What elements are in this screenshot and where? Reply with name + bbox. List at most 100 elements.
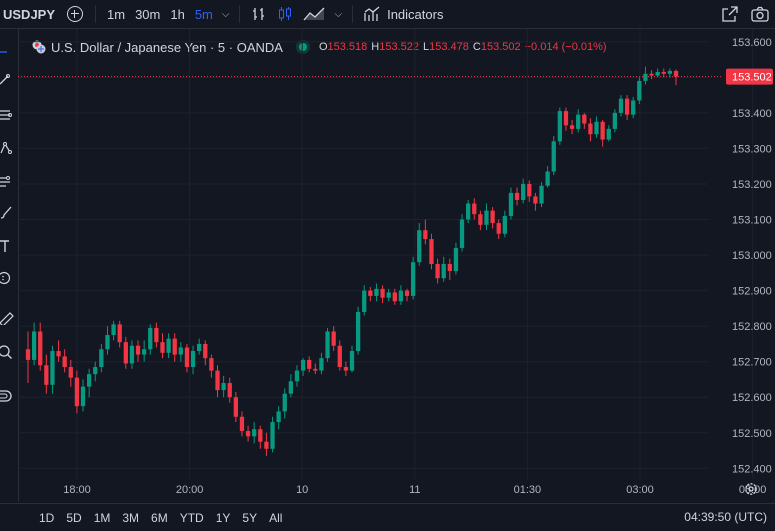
toolbar-right-group [715, 0, 775, 28]
candle-body [374, 288, 379, 296]
zoom-tool-icon[interactable] [0, 345, 14, 359]
candle-body [166, 338, 171, 353]
candle-body [221, 383, 226, 391]
bar-style-button[interactable] [246, 6, 272, 22]
area-style-button[interactable] [298, 6, 330, 22]
candle-body [203, 343, 208, 359]
candle-body [637, 80, 642, 101]
range-5d-button[interactable]: 5D [66, 510, 82, 525]
range-ytd-button[interactable]: YTD [179, 510, 204, 525]
chart-settings-gear-icon[interactable] [744, 482, 758, 496]
legend-low: L153.478 [423, 41, 469, 53]
candle-body [172, 338, 177, 355]
emoji-tool-icon[interactable] [0, 271, 14, 285]
utc-clock[interactable]: 04:39:50 (UTC) [684, 510, 767, 524]
snapshot-button[interactable] [745, 6, 775, 22]
time-tick-label: 01:30 [514, 484, 542, 496]
candle-body [667, 70, 673, 74]
candle-body [325, 331, 330, 359]
magnet-tool-icon[interactable] [0, 389, 14, 403]
candle-body [148, 327, 153, 350]
price-chart[interactable]: 153.600153.500153.400153.300153.200153.1… [18, 29, 775, 502]
range-3m-button[interactable]: 3M [122, 510, 140, 525]
indicators-button[interactable]: Indicators [359, 6, 448, 22]
text-tool-icon[interactable] [0, 239, 14, 253]
range-1y-button[interactable]: 1Y [215, 510, 231, 525]
candle-body [423, 230, 428, 240]
price-tick-label: 152.500 [732, 428, 772, 440]
toolbar-divider [239, 5, 241, 23]
interval-1h-button[interactable]: 1h [170, 6, 185, 22]
candle-body [105, 335, 110, 350]
candle-body [135, 345, 141, 355]
chart-type-dropdown-chevron-down-icon[interactable]: ⌵ [334, 8, 343, 20]
range-all-button[interactable]: All [269, 510, 283, 525]
fib-retracement-tool-icon[interactable] [0, 109, 14, 123]
candlestick-icon [279, 7, 292, 21]
price-tick-label: 152.400 [732, 463, 772, 475]
candle-body [233, 397, 238, 417]
pattern-tool-icon[interactable] [0, 141, 14, 155]
interval-30m-button[interactable]: 30m [135, 6, 161, 22]
candle-body [386, 292, 391, 298]
legend-change: −0.014 (−0.01%) [524, 41, 607, 53]
range-1d-button[interactable]: 1D [39, 510, 55, 525]
candle-body [588, 123, 593, 135]
time-tick-label: 20:00 [176, 484, 204, 496]
candle-body [93, 367, 98, 375]
candle-body [557, 111, 562, 142]
compare-symbol-icon[interactable] [67, 6, 83, 22]
candle-body [392, 292, 397, 302]
open-in-new-window-icon [722, 6, 738, 22]
chart-grid [18, 29, 754, 479]
candle-body [288, 381, 294, 394]
legend-symbol-title[interactable]: U.S. Dollar / Japanese Yen · 5 · OANDA [51, 39, 283, 55]
fullscreen-button[interactable] [715, 6, 745, 22]
brush-tool-icon[interactable] [0, 205, 14, 219]
candle-body [142, 349, 147, 355]
trend-line-tool-icon[interactable] [0, 73, 14, 87]
candle-body [655, 72, 660, 76]
interval-dropdown-chevron-down-icon[interactable]: ⌵ [221, 8, 230, 20]
candle-body [117, 324, 122, 343]
candle-body [508, 192, 514, 216]
candle-body [472, 203, 477, 215]
candle-body [294, 370, 300, 382]
interval-1m-button[interactable]: 1m [107, 6, 126, 22]
price-tick-label: 153.400 [732, 108, 772, 120]
candle-body [355, 311, 361, 352]
candle-body [606, 128, 611, 140]
price-tick-label: 153.000 [732, 250, 772, 262]
candle-body [129, 345, 135, 364]
ruler-tool-icon[interactable] [0, 311, 14, 325]
candle-body [582, 114, 587, 124]
candle-style-button[interactable] [272, 6, 298, 22]
candle-body [600, 121, 605, 140]
time-axis: 18:00 20:00 10 11 01:30 03:00 05:00 [63, 484, 766, 496]
candle-body [160, 342, 165, 353]
price-tick-label: 153.600 [732, 37, 772, 49]
range-5y-button[interactable]: 5Y [242, 510, 258, 525]
candle-body [594, 121, 599, 135]
range-1m-button[interactable]: 1M [93, 510, 111, 525]
time-tick-label: 11 [409, 484, 420, 496]
symbol-search-button[interactable]: USDJPY [3, 6, 56, 22]
candle-body [178, 347, 183, 355]
toolbar-divider [352, 5, 354, 23]
top-toolbar: USDJPY 1m 30m 1h 5m ⌵ ⌵ Indicators [0, 0, 775, 29]
toolbar-divider [95, 5, 96, 23]
candle-body [502, 215, 507, 234]
candle-body [429, 239, 434, 264]
candle-body [209, 358, 214, 371]
forecasting-tool-icon[interactable] [0, 175, 14, 189]
range-6m-button[interactable]: 6M [151, 510, 168, 525]
candle-body [368, 290, 373, 296]
candle-body [441, 263, 446, 279]
candle-body [270, 422, 275, 449]
candle-body [478, 214, 483, 225]
candle-body [38, 331, 43, 366]
crosshair-tool-icon[interactable] [0, 45, 14, 59]
candle-body [539, 185, 544, 204]
candle-body [349, 351, 355, 371]
interval-5m-button[interactable]: 5m [194, 6, 213, 22]
